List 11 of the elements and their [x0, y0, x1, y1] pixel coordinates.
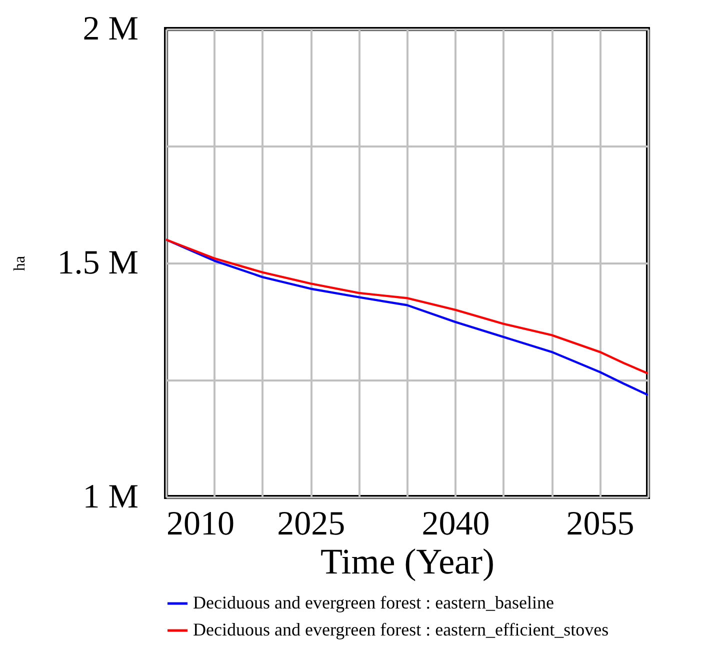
x-tick-label: 2055 [566, 506, 634, 542]
x-axis-title: Time (Year) [320, 542, 495, 582]
x-tick-label: 2040 [422, 506, 490, 542]
x-tick-label: 2025 [277, 506, 346, 542]
y-tick-label: 1 M [82, 478, 138, 516]
y-tick-label: 1.5 M [57, 244, 138, 282]
legend-label: Deciduous and evergreen forest : eastern_efficient_stoves [193, 620, 609, 640]
y-axis-title: ha [11, 256, 28, 272]
legend-label: Deciduous and evergreen forest : eastern_baseline [193, 592, 554, 612]
y-tick-label: 2 M [82, 10, 138, 48]
x-tick-label: 2010 [166, 506, 234, 542]
